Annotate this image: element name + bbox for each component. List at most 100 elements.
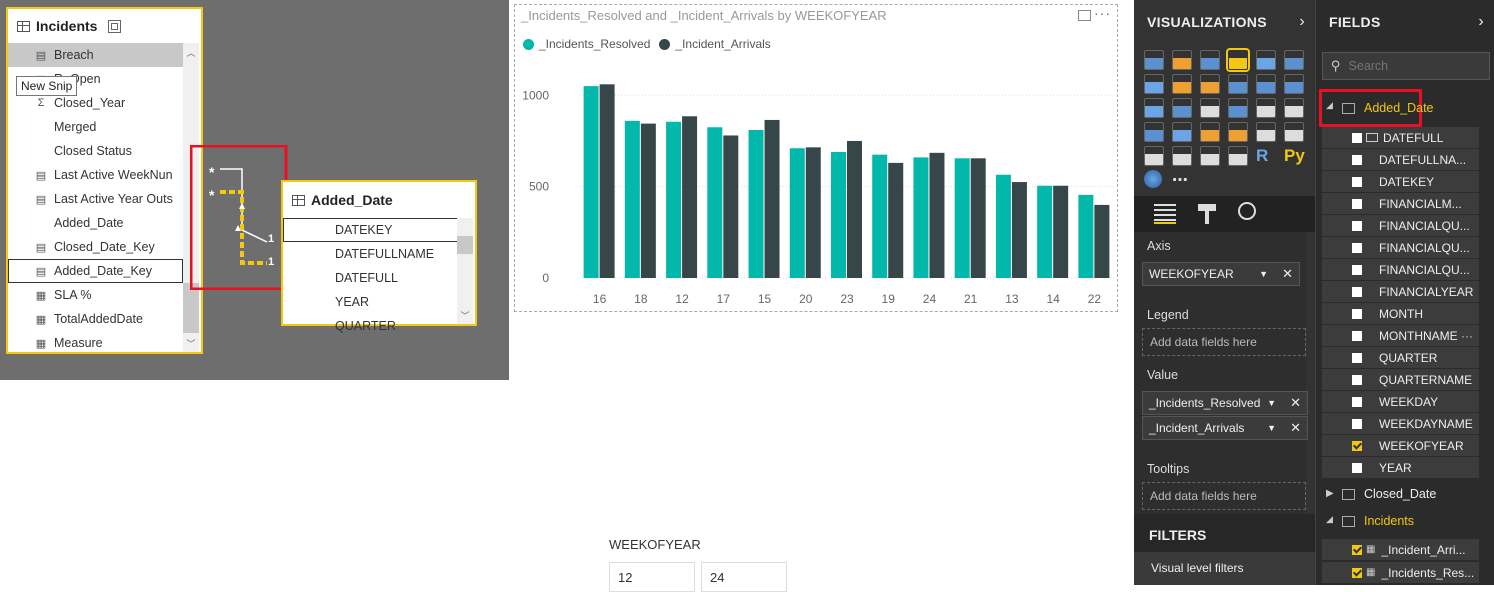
clustered-column-chart[interactable]: _Incidents_Resolved and _Incident_Arriva… [514, 4, 1118, 312]
format-paint-roller-icon[interactable] [1198, 204, 1216, 224]
field-checkbox[interactable] [1352, 198, 1362, 209]
field-list-item[interactable]: DATEKEY [1322, 171, 1479, 192]
field-list-item[interactable]: QUARTERNAME [1322, 369, 1479, 390]
slicer-value-box[interactable]: 12 [609, 562, 695, 592]
scroll-thumb[interactable] [457, 236, 473, 254]
field-checkbox[interactable] [1352, 567, 1362, 578]
field-list-item[interactable]: WEEKDAY [1322, 391, 1479, 412]
incidents-table-item[interactable]: Incidents [1364, 514, 1415, 528]
remove-icon[interactable]: ✕ [1290, 395, 1301, 410]
visual-level-filters-row[interactable] [1134, 552, 1315, 585]
table-field-row[interactable]: QUARTER [283, 314, 458, 338]
multi-row-card-icon[interactable] [1284, 122, 1304, 142]
field-checkbox[interactable] [1352, 352, 1362, 363]
field-list-item[interactable]: QUARTER [1322, 347, 1479, 368]
map-icon[interactable] [1284, 98, 1304, 118]
table-field-row[interactable]: ▤ Last Active Year Outs [8, 187, 183, 211]
clustered-bar-chart-icon[interactable] [1200, 50, 1220, 70]
100-stacked-column-icon[interactable] [1284, 50, 1304, 70]
tooltips-drop-zone[interactable]: Add data fields here [1142, 482, 1306, 510]
shape-map-icon[interactable] [1172, 122, 1192, 142]
table-field-row[interactable]: Closed Status [8, 139, 183, 163]
added-date-table-card[interactable]: Added_Date DATEKEY DATEFULLNAME DATEFULL YE… [281, 180, 477, 333]
waterfall-chart-icon[interactable] [1144, 98, 1164, 118]
line-clustered-column-icon[interactable] [1256, 74, 1276, 94]
table-field-row[interactable]: ▤ Closed_Date_Key [8, 235, 183, 259]
line-column-chart-icon[interactable] [1228, 74, 1248, 94]
more-options-icon[interactable]: ··· [1461, 328, 1473, 343]
arcgis-map-icon[interactable] [1144, 170, 1162, 188]
scroll-down-icon[interactable]: ﹀ [460, 311, 470, 321]
field-checkbox[interactable] [1352, 242, 1362, 253]
scroll-thumb[interactable] [183, 283, 199, 333]
legend-drop-zone[interactable]: Add data fields here [1142, 328, 1306, 356]
incidents-table-card[interactable]: Incidents ▤Breach▤ReOpenΣClosed_YearMerg… [6, 7, 203, 354]
table-field-row[interactable]: Added_Date [8, 211, 183, 235]
incidents-table-header[interactable]: Incidents [8, 9, 201, 43]
field-list-item[interactable]: ▦ _Incident_Arri... [1322, 539, 1479, 560]
field-checkbox[interactable] [1352, 396, 1362, 407]
table-field-row[interactable]: DATEFULLNAME [283, 242, 458, 266]
matrix-icon[interactable] [1228, 146, 1248, 166]
chevron-down-icon[interactable]: ▼ [1267, 398, 1277, 408]
chevron-down-icon[interactable]: ▼ [1267, 423, 1277, 433]
python-visual-icon[interactable]: Py [1284, 146, 1305, 165]
relationship-connector[interactable] [190, 145, 290, 290]
field-checkbox[interactable] [1352, 220, 1362, 231]
field-list-item[interactable]: FINANCIALYEAR [1322, 281, 1479, 302]
table-icon[interactable] [1200, 146, 1220, 166]
table-field-row[interactable]: ▤ Added_Date_Key [8, 259, 183, 283]
field-list-item[interactable]: MONTHNAME ··· [1322, 325, 1479, 346]
scatter-chart-icon[interactable] [1172, 98, 1192, 118]
chevron-down-icon[interactable]: ▼ [1259, 269, 1269, 279]
r-script-visual-icon[interactable]: R [1256, 146, 1269, 165]
100-stacked-bar-icon[interactable] [1256, 50, 1276, 70]
search-input[interactable] [1348, 59, 1469, 73]
funnel-icon[interactable] [1200, 122, 1220, 142]
clustered-column-chart-icon[interactable] [1226, 48, 1250, 72]
remove-icon[interactable]: ✕ [1282, 266, 1293, 281]
gauge-icon[interactable] [1228, 122, 1248, 142]
field-checkbox[interactable] [1352, 462, 1362, 473]
remove-icon[interactable]: ✕ [1290, 420, 1301, 435]
focus-mode-icon[interactable] [1078, 10, 1091, 21]
more-options-icon[interactable]: ··· [1094, 5, 1111, 21]
field-list-item[interactable]: ▦ _Incidents_Res... [1322, 562, 1479, 583]
field-list-item[interactable]: FINANCIALM... [1322, 193, 1479, 214]
table-field-row[interactable]: ▦ SLA % [8, 283, 183, 307]
field-checkbox[interactable] [1352, 176, 1362, 187]
field-checkbox[interactable] [1352, 154, 1362, 165]
added-date-scrollbar[interactable]: ﹀ [457, 218, 473, 324]
card-icon[interactable] [1256, 122, 1276, 142]
field-list-item[interactable]: FINANCIALQU... [1322, 259, 1479, 280]
field-checkbox[interactable] [1352, 374, 1362, 385]
table-field-row[interactable]: DATEFULL [283, 266, 458, 290]
field-checkbox[interactable] [1352, 418, 1362, 429]
expand-down-icon[interactable]: ◢ [1326, 514, 1333, 524]
line-chart-icon[interactable] [1144, 74, 1164, 94]
table-field-row[interactable]: DATEKEY [283, 218, 458, 242]
table-field-row[interactable]: ▦ TotalAddedDate [8, 307, 183, 331]
field-list-item[interactable]: DATEFULL [1322, 127, 1479, 148]
stacked-bar-chart-icon[interactable] [1144, 50, 1164, 70]
added-date-table-header[interactable]: Added_Date [283, 182, 475, 218]
stacked-column-chart-icon[interactable] [1172, 50, 1192, 70]
field-list-item[interactable]: FINANCIALQU... [1322, 237, 1479, 258]
collapse-pane-icon[interactable]: › [1299, 13, 1305, 30]
axis-well-field[interactable]: WEEKOFYEAR ▼ ✕ [1142, 262, 1300, 286]
pie-chart-icon[interactable] [1200, 98, 1220, 118]
table-field-row[interactable]: YEAR [283, 290, 458, 314]
field-list-item[interactable]: DATEFULLNA... [1322, 149, 1479, 170]
value-well-field[interactable]: _Incidents_Resolved ▼ ✕ [1142, 391, 1308, 415]
slicer-value-box[interactable]: 24 [701, 562, 787, 592]
expand-down-icon[interactable]: ◢ [1326, 100, 1333, 110]
model-view-canvas[interactable]: Incidents ▤Breach▤ReOpenΣClosed_YearMerg… [0, 0, 509, 380]
field-list-item[interactable]: WEEKDAYNAME [1322, 413, 1479, 434]
donut-chart-icon[interactable] [1228, 98, 1248, 118]
collapse-table-icon[interactable] [108, 19, 121, 33]
field-checkbox[interactable] [1352, 264, 1362, 275]
field-checkbox[interactable] [1352, 132, 1362, 143]
scroll-up-icon[interactable]: ︿ [186, 48, 196, 58]
closed-date-table-item[interactable]: Closed_Date [1364, 487, 1437, 501]
table-field-row[interactable]: ▦ Measure [8, 331, 183, 355]
